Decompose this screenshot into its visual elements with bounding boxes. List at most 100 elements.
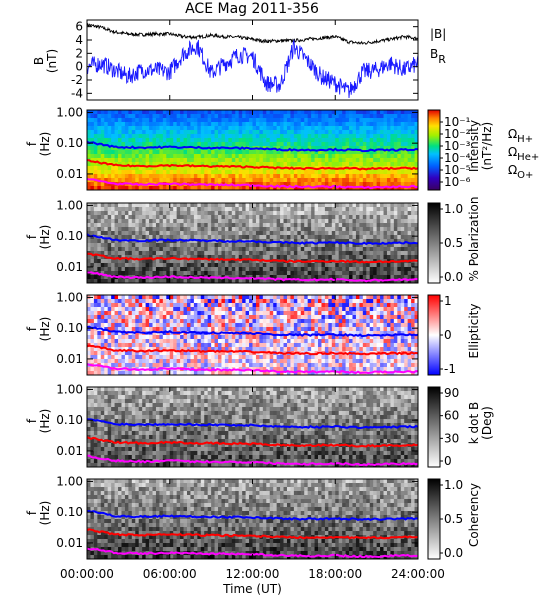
heatmap-cell: [324, 150, 329, 155]
heatmap-cell: [87, 207, 91, 212]
heatmap-cell: [338, 331, 343, 336]
heatmap-cell: [238, 243, 243, 248]
heatmap-cell: [149, 315, 153, 320]
heatmap-cell: [128, 118, 133, 123]
heatmap-cell: [321, 311, 326, 316]
heatmap-cell: [338, 279, 343, 284]
heatmap-cell: [335, 122, 340, 127]
heatmap-cell: [224, 307, 229, 312]
heatmap-cell: [273, 223, 278, 228]
heatmap-cell: [204, 271, 209, 276]
heatmap-cell: [362, 335, 367, 340]
heatmap-cell: [190, 162, 195, 167]
heatmap-cell: [224, 166, 229, 171]
heatmap-cell: [183, 295, 188, 300]
heatmap-cell: [414, 126, 419, 131]
heatmap-cell: [162, 231, 167, 236]
heatmap-cell: [87, 263, 91, 268]
heatmap-cell: [255, 279, 260, 284]
heatmap-cell: [207, 327, 212, 332]
heatmap-cell: [169, 307, 174, 312]
heatmap-cell: [152, 186, 157, 191]
heatmap-cell: [297, 126, 302, 131]
heatmap-cell: [224, 227, 229, 232]
heatmap-cell: [380, 323, 384, 328]
heatmap-cell: [142, 327, 147, 332]
heatmap-cell: [400, 275, 405, 280]
heatmap-cell: [118, 219, 122, 224]
heatmap-cell: [180, 315, 184, 320]
heatmap-cell: [186, 219, 191, 224]
heatmap-cell: [138, 259, 143, 264]
heatmap-cell: [228, 327, 233, 332]
heatmap-cell: [118, 295, 122, 300]
heatmap-cell: [249, 126, 253, 131]
heatmap-cell: [245, 275, 250, 280]
heatmap-cell: [180, 150, 184, 155]
heatmap-cell: [342, 182, 346, 187]
heatmap-cell: [380, 134, 384, 139]
heatmap-cell: [276, 223, 281, 228]
heatmap-cell: [118, 154, 122, 159]
heatmap-cell: [262, 134, 267, 139]
heatmap-cell: [100, 150, 105, 155]
heatmap-cell: [128, 174, 133, 179]
heatmap-cell: [255, 150, 260, 155]
heatmap-cell: [390, 295, 395, 300]
heatmap-cell: [218, 130, 222, 135]
heatmap-cell: [121, 158, 126, 163]
heatmap-cell: [338, 219, 343, 224]
heatmap-cell: [224, 186, 229, 191]
heatmap-cell: [211, 267, 215, 272]
heatmap-cell: [390, 279, 395, 284]
heatmap-cell: [207, 231, 212, 236]
heatmap-cell: [93, 323, 98, 328]
heatmap-cell: [283, 114, 288, 119]
heatmap-cell: [335, 307, 340, 312]
heatmap-cell: [231, 154, 236, 159]
heatmap-cell: [293, 174, 298, 179]
heatmap-cell: [235, 211, 240, 216]
heatmap-cell: [328, 130, 333, 135]
heatmap-cell: [111, 231, 115, 236]
heatmap-cell: [407, 223, 412, 228]
heatmap-cell: [190, 150, 195, 155]
heatmap-cell: [173, 271, 178, 276]
heatmap-cell: [414, 331, 419, 336]
heatmap-cell: [169, 130, 174, 135]
heatmap-cell: [397, 134, 402, 139]
heatmap-cell: [231, 178, 236, 183]
heatmap-cell: [373, 311, 378, 316]
heatmap-cell: [121, 170, 126, 175]
heatmap-cell: [235, 158, 240, 163]
heatmap-cell: [252, 138, 257, 143]
heatmap-cell: [145, 154, 150, 159]
heatmap-cell: [207, 215, 212, 220]
heatmap-cell: [386, 146, 391, 151]
heatmap-cell: [249, 247, 253, 252]
heatmap-cell: [293, 235, 298, 240]
heatmap-cell: [262, 263, 267, 268]
heatmap-cell: [259, 255, 264, 260]
heatmap-cell: [293, 243, 298, 248]
heatmap-cell: [245, 255, 250, 260]
heatmap-cell: [124, 215, 129, 220]
heatmap-cell: [376, 134, 381, 139]
heatmap-cell: [300, 134, 305, 139]
heatmap-cell: [231, 315, 236, 320]
heatmap-cell: [121, 118, 126, 123]
heatmap-cell: [173, 235, 178, 240]
heatmap-cell: [331, 239, 336, 244]
heatmap-cell: [362, 315, 367, 320]
heatmap-cell: [393, 142, 398, 147]
heatmap-cell: [355, 219, 360, 224]
heatmap-cell: [200, 299, 205, 304]
heatmap-cell: [383, 182, 388, 187]
heatmap-cell: [162, 227, 167, 232]
heatmap-cell: [321, 239, 326, 244]
heatmap-cell: [259, 203, 264, 208]
heatmap-cell: [249, 235, 253, 240]
heatmap-cell: [114, 331, 119, 336]
heatmap-cell: [266, 327, 271, 332]
heatmap-cell: [293, 110, 298, 115]
